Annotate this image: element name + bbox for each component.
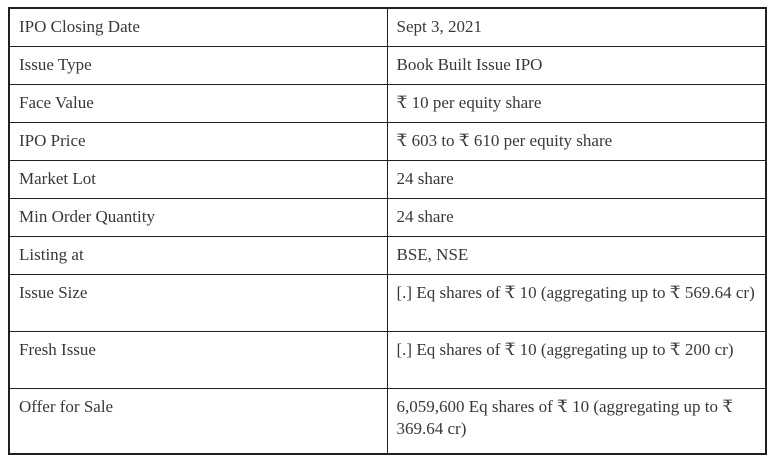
row-label: Fresh Issue	[8, 330, 388, 389]
row-label: Issue Type	[8, 45, 388, 85]
table-row: IPO Price ₹ 603 to ₹ 610 per equity shar…	[8, 121, 767, 161]
row-value: 24 share	[386, 197, 767, 237]
table-row: Offer for Sale 6,059,600 Eq shares of ₹ …	[8, 387, 767, 455]
table-row: IPO Closing Date Sept 3, 2021	[8, 7, 767, 47]
row-value: [.] Eq shares of ₹ 10 (aggregating up to…	[386, 330, 767, 389]
row-value: Sept 3, 2021	[386, 7, 767, 47]
row-label: Listing at	[8, 235, 388, 275]
row-value: ₹ 603 to ₹ 610 per equity share	[386, 121, 767, 161]
row-value: Book Built Issue IPO	[386, 45, 767, 85]
row-label: Market Lot	[8, 159, 388, 199]
table-row: Listing at BSE, NSE	[8, 235, 767, 275]
row-value: 24 share	[386, 159, 767, 199]
table-row: Fresh Issue [.] Eq shares of ₹ 10 (aggre…	[8, 330, 767, 389]
row-label: Face Value	[8, 83, 388, 123]
table-row: Issue Size [.] Eq shares of ₹ 10 (aggreg…	[8, 273, 767, 332]
row-value: 6,059,600 Eq shares of ₹ 10 (aggregating…	[386, 387, 767, 455]
row-label: IPO Price	[8, 121, 388, 161]
row-label: Min Order Quantity	[8, 197, 388, 237]
row-value: [.] Eq shares of ₹ 10 (aggregating up to…	[386, 273, 767, 332]
row-label: IPO Closing Date	[8, 7, 388, 47]
row-value: ₹ 10 per equity share	[386, 83, 767, 123]
ipo-details-table: IPO Closing Date Sept 3, 2021 Issue Type…	[8, 7, 767, 455]
table-row: Market Lot 24 share	[8, 159, 767, 199]
table-row: Face Value ₹ 10 per equity share	[8, 83, 767, 123]
row-label: Issue Size	[8, 273, 388, 332]
table-row: Issue Type Book Built Issue IPO	[8, 45, 767, 85]
table-row: Min Order Quantity 24 share	[8, 197, 767, 237]
row-label: Offer for Sale	[8, 387, 388, 455]
row-value: BSE, NSE	[386, 235, 767, 275]
